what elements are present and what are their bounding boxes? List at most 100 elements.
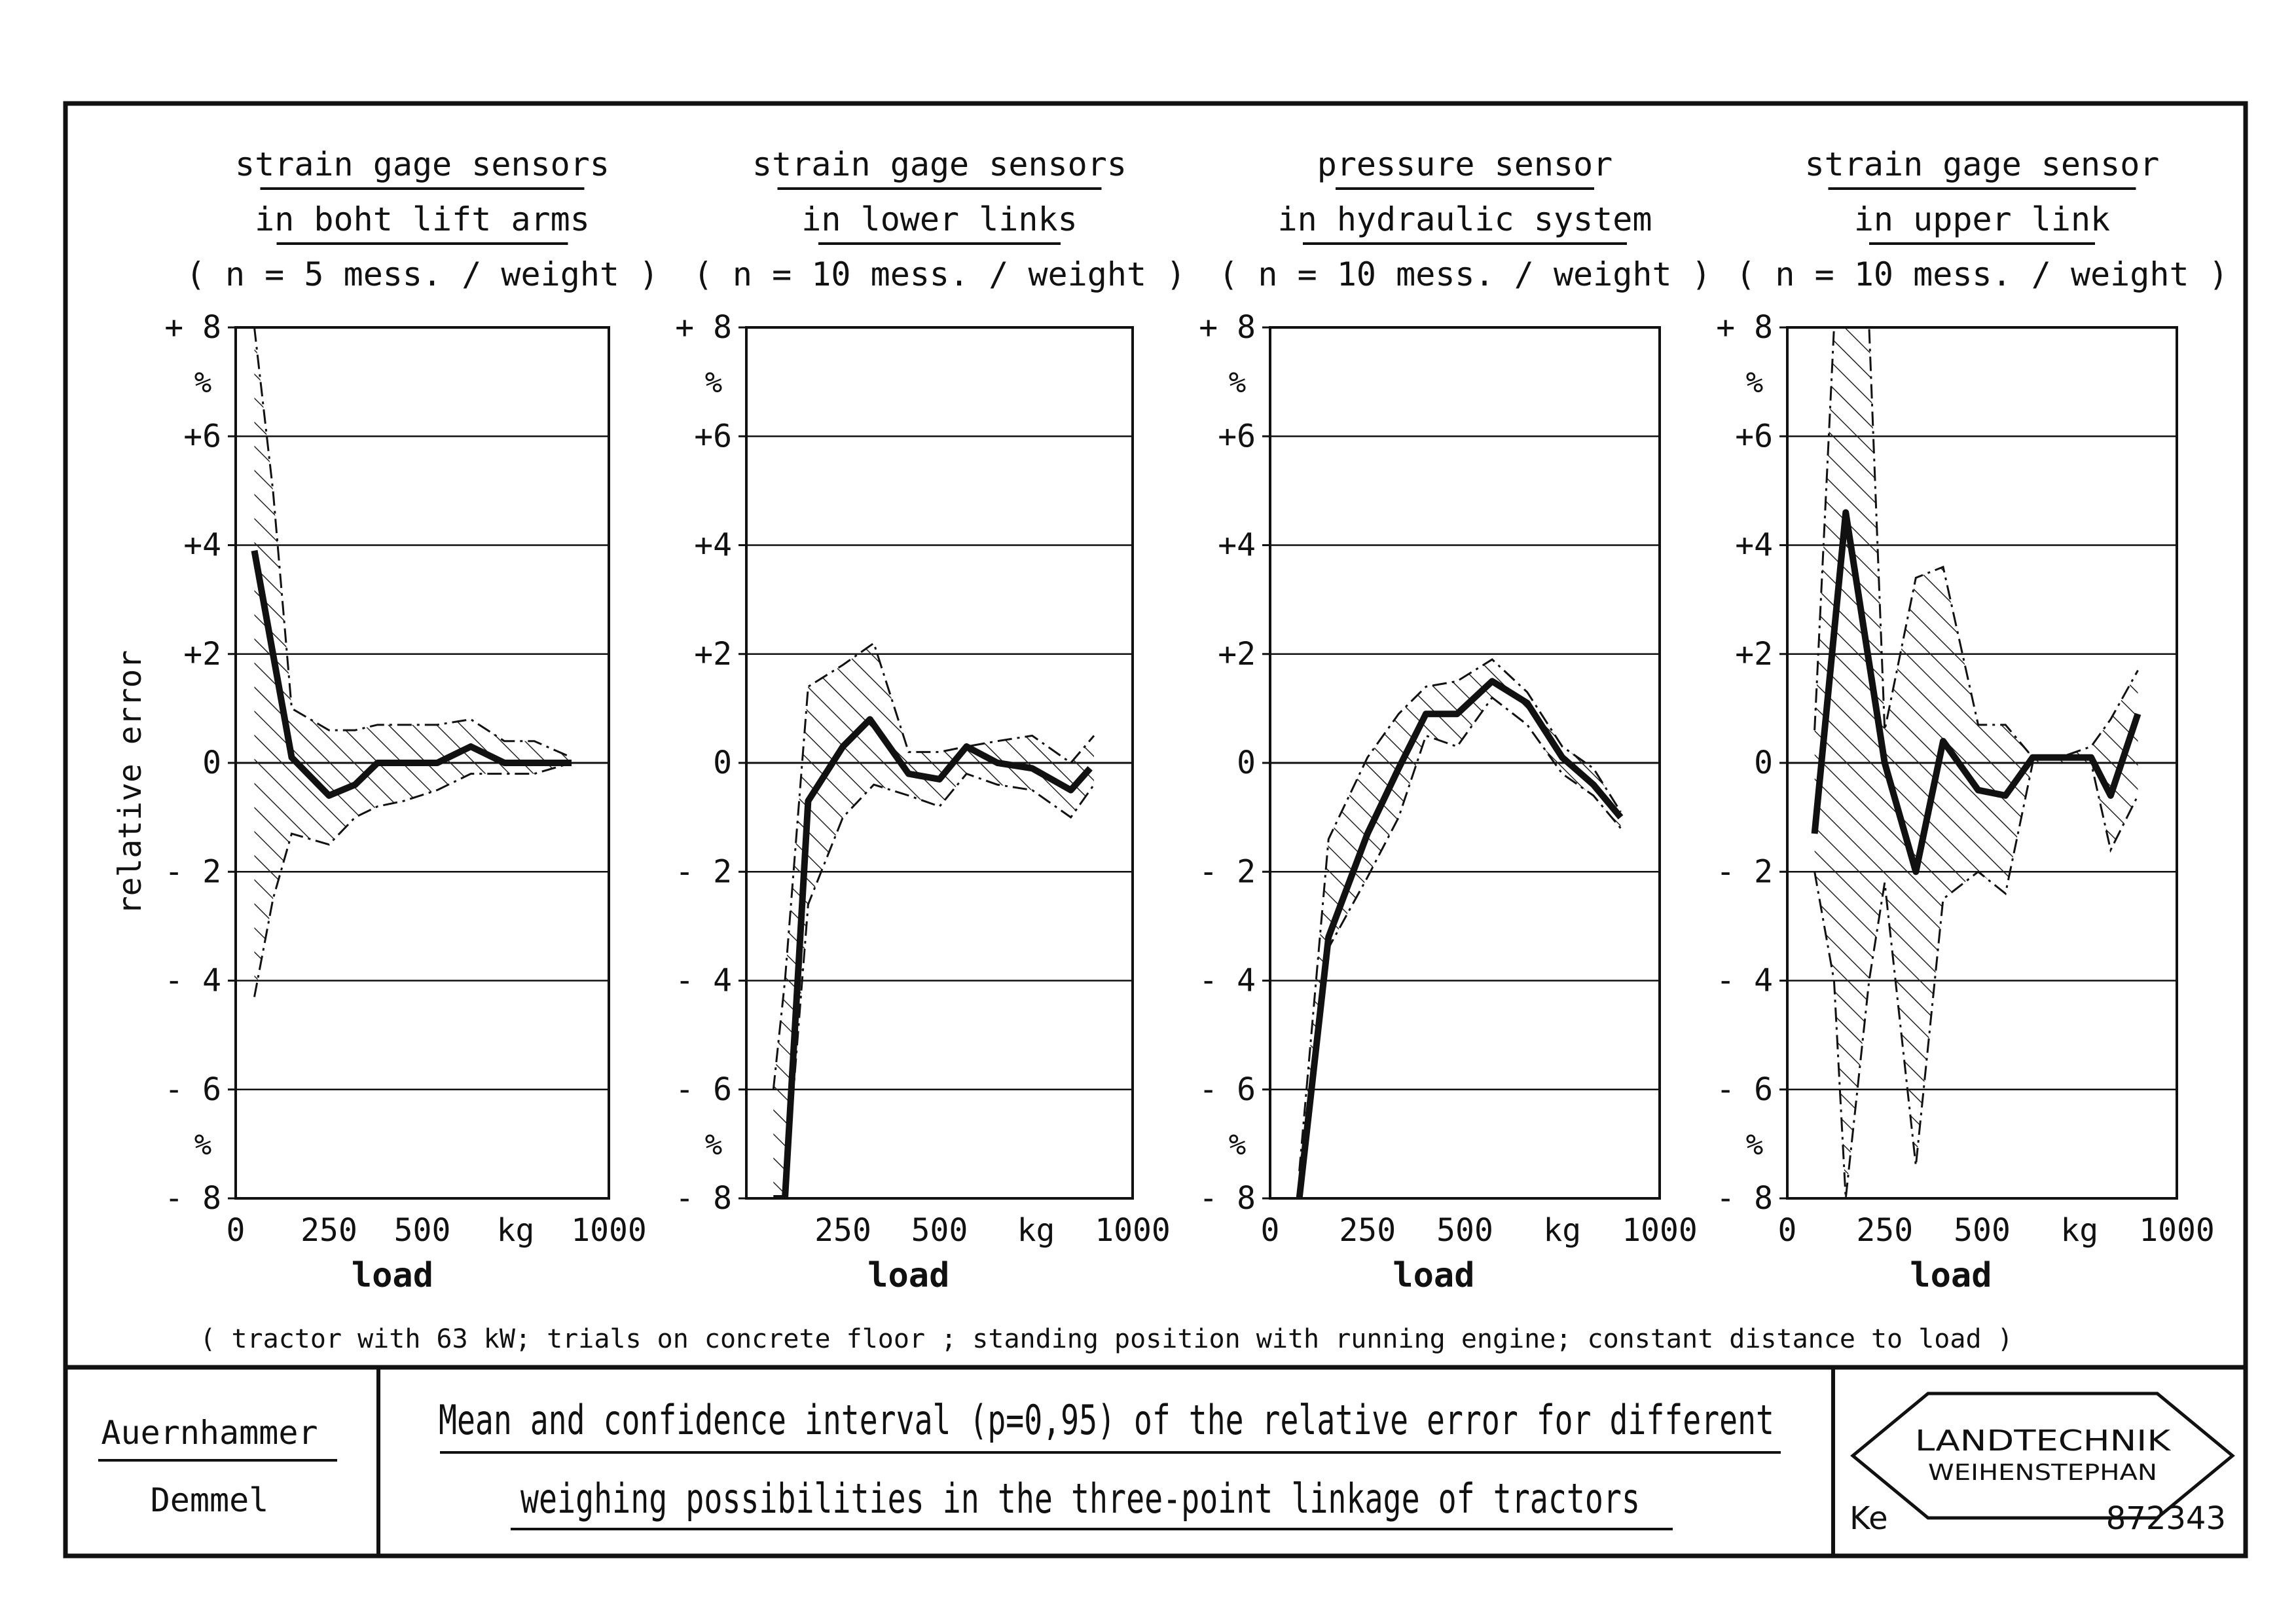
panel-2-y-unit-bottom: % [705, 1128, 723, 1162]
panel-3-y-tick-label: - 8 [1199, 1180, 1256, 1217]
panel-2-y-tick-label: - 6 [675, 1071, 732, 1108]
panel-2-y-tick-label: + 8 [675, 309, 732, 346]
panel-1-y-tick-label: +4 [183, 527, 221, 564]
panel-2-data [772, 641, 1095, 1198]
panel-3-y-unit-bottom: % [1229, 1128, 1247, 1162]
panel-1-title-line-1: strain gage sensors [235, 145, 610, 183]
panel-1-title-line-3: ( n = 5 mess. / weight ) [186, 255, 659, 293]
logo-line-2: WEIHENSTEPHAN [1928, 1460, 2157, 1486]
panel-1-y-tick-label: - 2 [164, 853, 221, 890]
panel-2-y-tick-label: +2 [694, 636, 732, 673]
panel-2-x-axis-label: load [867, 1256, 949, 1295]
panel-4-title-line-3: ( n = 10 mess. / weight ) [1736, 255, 2229, 293]
panel-4-x-tick-label: 0 [1778, 1212, 1797, 1249]
panel-3-y-tick-label: - 2 [1199, 853, 1256, 890]
panel-1-x-tick-label: 1000 [571, 1212, 647, 1249]
author-1: Auernhammer [101, 1414, 318, 1452]
panel-4-x-axis-label: load [1910, 1256, 1992, 1295]
panel-1-y-tick-label: - 8 [164, 1180, 221, 1217]
panel-1-confidence-band [254, 327, 572, 997]
panel-1-title-line-2: in boht lift arms [255, 200, 590, 238]
chart-panel-1: strain gage sensors in boht lift arms ( n … [164, 145, 659, 1295]
panel-4-title-line-2: in upper link [1854, 200, 2110, 238]
panel-3-upper-bound-line [1298, 658, 1622, 1172]
panel-2-y-tick-label: - 8 [675, 1180, 732, 1217]
panel-2-title-line-3: ( n = 10 mess. / weight ) [693, 255, 1186, 293]
panel-3-x-tick-label: 250 [1339, 1212, 1396, 1249]
y-axis-label: relative error [112, 650, 149, 915]
panel-2-x-tick-label: 500 [911, 1212, 968, 1249]
panel-3-x-tick-label: 1000 [1622, 1212, 1698, 1249]
panel-1-y-tick-label: +2 [183, 636, 221, 673]
panel-2-title-line-1: strain gage sensors [752, 145, 1127, 183]
panel-3-confidence-band [1299, 659, 1621, 1198]
panel-2-upper-bound-line [772, 641, 1095, 1090]
panel-4-x-tick-label: kg [2060, 1212, 2098, 1249]
panel-1-y-tick-label: - 4 [164, 963, 221, 999]
panel-4-confidence-band [1814, 327, 2138, 1198]
panel-1-y-unit-top: % [194, 366, 212, 399]
panel-1-data [251, 327, 572, 997]
panel-4-lower-bound-line [1813, 762, 2139, 1198]
panel-3-x-axis-label: load [1393, 1256, 1474, 1295]
outer-frame [63, 101, 2248, 1559]
panel-3-title-line-2: in hydraulic system [1278, 200, 1652, 238]
panel-2-confidence-band [773, 643, 1094, 1198]
panel-3-y-tick-label: +4 [1218, 527, 1256, 564]
panel-4-x-tick-label: 500 [1954, 1212, 2011, 1249]
panel-2-lower-bound-line [773, 772, 1095, 1198]
panel-3-mean-line [1296, 678, 1624, 1198]
panel-3-x-tick-label: kg [1543, 1212, 1581, 1249]
panel-4-x-tick-label: 1000 [2139, 1212, 2215, 1249]
panel-1-x-tick-label: kg [497, 1212, 535, 1249]
panel-3-lower-bound-line [1298, 696, 1622, 1198]
panel-4-y-tick-label: - 8 [1716, 1180, 1773, 1217]
panel-1-y-tick-label: 0 [202, 745, 221, 781]
panel-1-x-tick-label: 250 [301, 1212, 357, 1249]
panel-1-y-unit-bottom: % [194, 1128, 212, 1162]
author-2: Demmel [151, 1481, 269, 1519]
panel-2-x-tick-label: kg [1017, 1212, 1055, 1249]
panel-2-y-tick-label: +6 [694, 418, 732, 454]
panel-3-y-tick-label: - 6 [1199, 1071, 1256, 1108]
panel-3-title-line-3: ( n = 10 mess. / weight ) [1218, 255, 1711, 293]
panel-1-mean-line [251, 549, 572, 799]
panel-3-x-tick-label: 0 [1261, 1212, 1280, 1249]
reference-initials: Ke [1850, 1500, 1888, 1537]
panel-4-y-tick-label: - 4 [1716, 963, 1773, 999]
panel-2-y-tick-label: 0 [713, 745, 732, 781]
panel-2-x-tick-label: 1000 [1095, 1212, 1171, 1249]
panel-1-upper-bound-line [253, 327, 572, 759]
panel-2-y-tick-label: +4 [694, 527, 732, 564]
panel-3-y-tick-label: +6 [1218, 418, 1256, 454]
panel-1-y-tick-label: + 8 [164, 309, 221, 346]
measurement-note: ( tractor with 63 kW; trials on concrete… [200, 1324, 2013, 1354]
panel-1-y-tick-label: +6 [183, 418, 221, 454]
panel-4-y-tick-label: +4 [1735, 527, 1773, 564]
panel-1-x-tick-label: 500 [394, 1212, 451, 1249]
panel-3-y-unit-top: % [1229, 366, 1247, 399]
panel-4-upper-bound-line [1813, 327, 2139, 759]
panel-1-y-tick-label: - 6 [164, 1071, 221, 1108]
panel-3-title-line-1: pressure sensor [1317, 145, 1613, 183]
panel-2-mean-line [773, 716, 1093, 1198]
panel-2-y-tick-label: - 2 [675, 853, 732, 890]
landtechnik-logo: LANDTECHNIK WEIHENSTEPHAN [1850, 1392, 2235, 1520]
panel-3-y-tick-label: - 4 [1199, 963, 1256, 999]
panel-4-y-tick-label: + 8 [1716, 309, 1773, 346]
chart-panels: strain gage sensors in boht lift arms ( n … [164, 145, 2228, 1295]
panel-1-x-axis-label: load [352, 1256, 433, 1295]
figure-title-line-1: Mean and confidence interval (p=0,95) of… [439, 1396, 1774, 1444]
panel-4-x-tick-label: 250 [1856, 1212, 1913, 1249]
panel-1-x-tick-label: 0 [227, 1212, 246, 1249]
chart-panel-2: strain gage sensors in lower links ( n = 1… [675, 145, 1186, 1295]
panel-3-data [1296, 658, 1624, 1198]
panel-1-lower-bound-line [253, 762, 572, 997]
panel-4-y-tick-label: - 6 [1716, 1071, 1773, 1108]
panel-4-y-tick-label: +2 [1735, 636, 1773, 673]
panel-4-y-tick-label: 0 [1754, 745, 1773, 781]
panel-4-y-tick-label: +6 [1735, 418, 1773, 454]
chart-panel-3: pressure sensor in hydraulic system ( n = … [1199, 145, 1711, 1295]
panel-4-y-unit-top: % [1746, 366, 1764, 399]
